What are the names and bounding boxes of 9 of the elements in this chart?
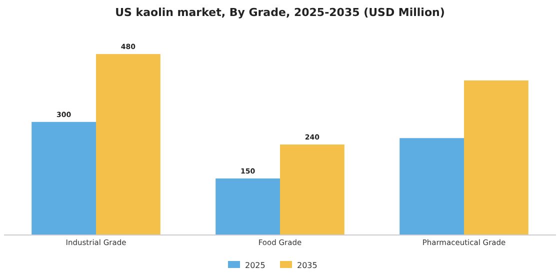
chart-title: US kaolin market, By Grade, 2025-2035 (USD Million) xyxy=(115,6,445,19)
bar xyxy=(400,138,464,235)
bar xyxy=(464,80,528,235)
bar xyxy=(280,144,344,235)
bar xyxy=(216,178,280,235)
bar xyxy=(32,122,96,235)
legend-label: 2025 xyxy=(245,261,266,270)
bar xyxy=(96,54,160,235)
legend-label: 2035 xyxy=(297,261,318,270)
